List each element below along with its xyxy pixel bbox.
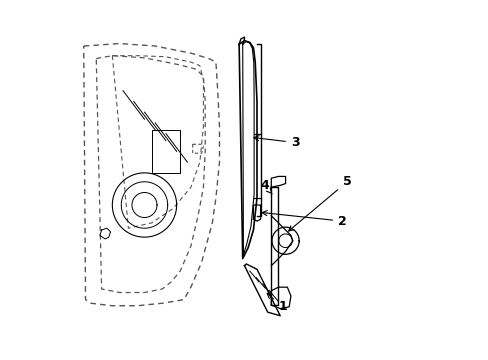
Text: 1: 1 [266, 293, 286, 314]
Text: 4: 4 [260, 179, 271, 194]
Text: 2: 2 [262, 211, 346, 228]
Text: 3: 3 [253, 136, 299, 149]
Text: 5: 5 [288, 175, 351, 231]
